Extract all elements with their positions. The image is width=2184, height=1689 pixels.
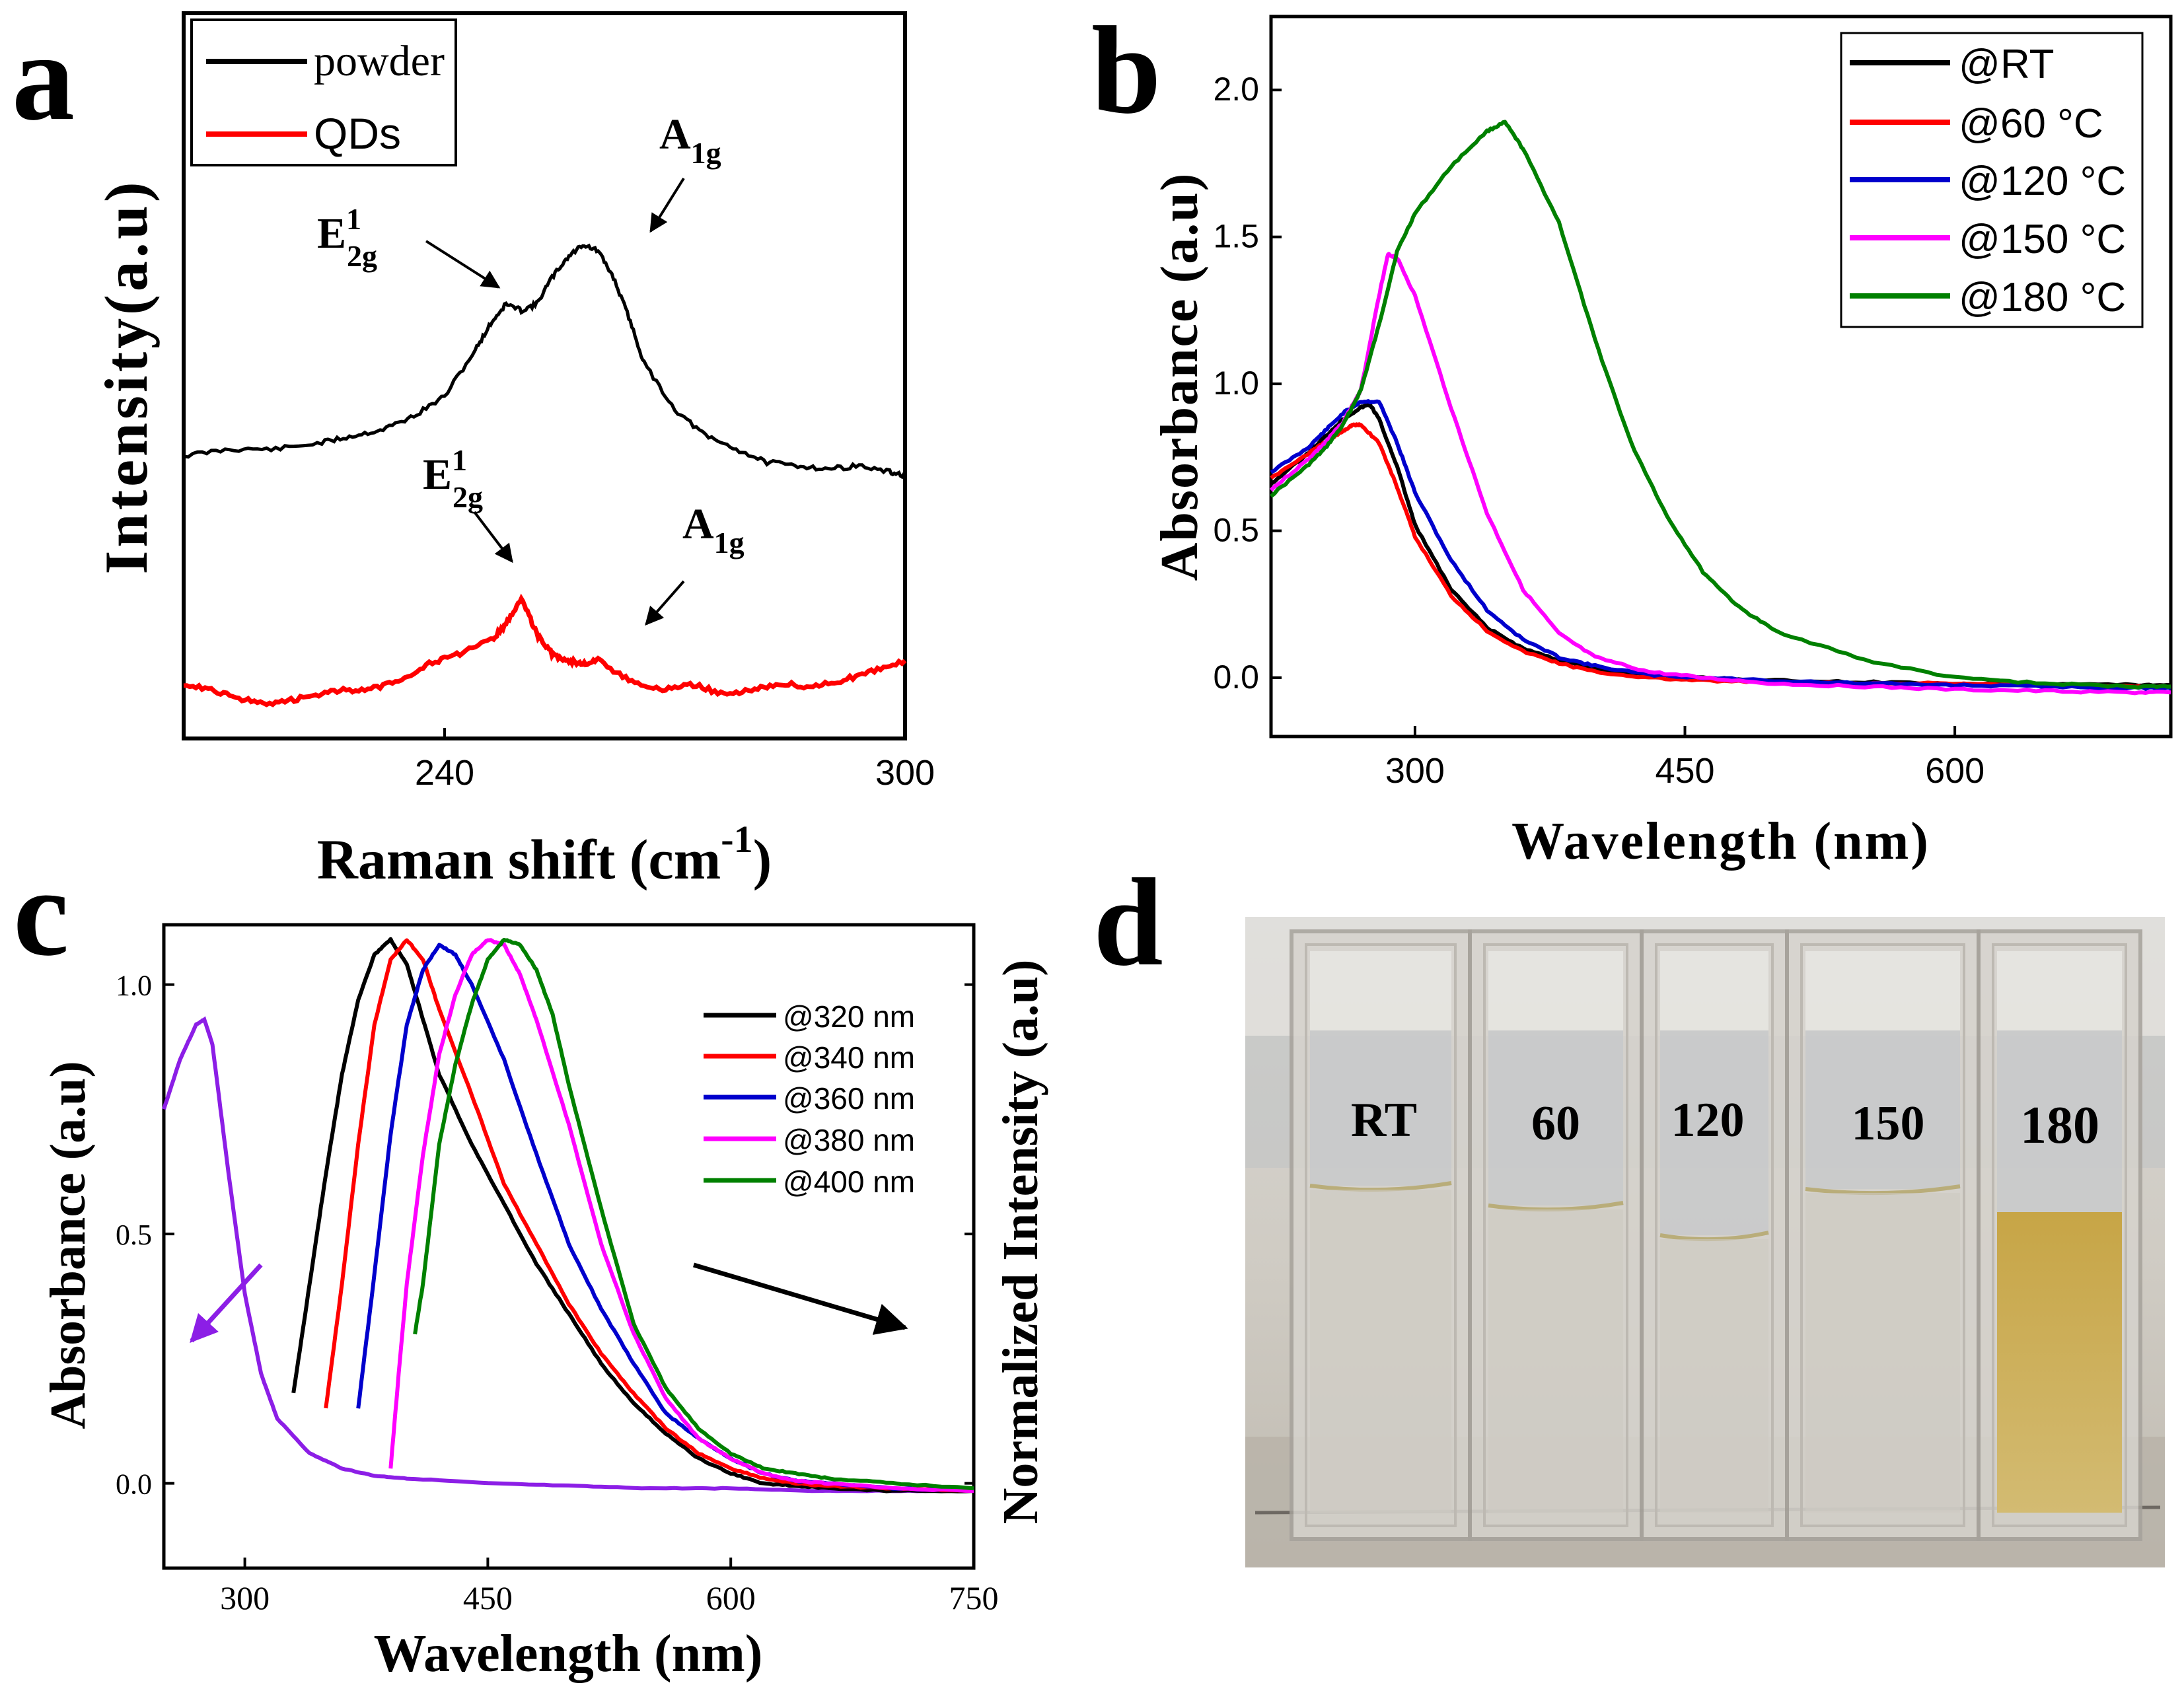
series-line-1 (324, 938, 974, 1493)
cuvette-rt (1290, 929, 1472, 1541)
cuvette-150 (1785, 929, 1981, 1541)
cuvette-label-180: 180 (2020, 1096, 2099, 1155)
panel-b-series (1269, 120, 2171, 696)
cuvette-60 (1468, 929, 1644, 1541)
x-tick-label: 600 (706, 1579, 756, 1616)
cuvette-label-60: 60 (1531, 1096, 1580, 1151)
legend-label-120: @120 °C (1959, 159, 2126, 204)
panel-a-ticks: 240 300 (415, 728, 935, 793)
panel-c-axes-frame (162, 923, 976, 1570)
cuvette-120 (1640, 929, 1789, 1541)
series-line-2 (1270, 399, 2171, 691)
legend-label-340: @340 nm (783, 1040, 915, 1075)
x-tick-label: 450 (1655, 751, 1714, 791)
annotation-e2g-powder: E1 2g (317, 202, 501, 289)
cuvette-row (1290, 929, 2142, 1541)
series-line-absorbance (162, 1016, 974, 1493)
y-tick-label: 2.0 (1213, 71, 1259, 108)
legend-label-380: @380 nm (783, 1123, 915, 1157)
x-tick-label: 300 (1385, 751, 1445, 791)
panel-c-ticks: 300 450 600 750 0.0 0.5 1.0 (116, 970, 999, 1616)
panel-c-xlabel: Wavelength (nm) (374, 1625, 763, 1683)
panel-c-series (162, 937, 974, 1493)
panel-d-letter: d (1093, 853, 1163, 992)
cuvette-label-rt: RT (1351, 1093, 1417, 1147)
panel-c: c 300 450 600 750 0.0 0.5 1.0 @320 nm @340 nm … (13, 844, 1048, 1683)
x-tick-label: 600 (1925, 751, 1984, 791)
annotation-a1g-powder: A1g (649, 110, 721, 233)
panel-b-legend: @RT @60 °C @120 °C @150 °C @180 °C (1840, 32, 2144, 328)
y-tick-label: 0.5 (116, 1219, 152, 1251)
y-tick-label: 0.0 (116, 1468, 152, 1501)
panel-a-ylabel: Intensity(a.u) (92, 178, 160, 574)
cuvette-180 (1977, 929, 2142, 1541)
series-line-qds (183, 593, 907, 707)
legend-label-qds: QDs (314, 109, 401, 158)
series-line-4 (413, 937, 974, 1491)
panel-d: d RT 60 120 150 180 (1093, 853, 2165, 1567)
legend-label-320: @320 nm (783, 999, 915, 1034)
y-tick-label: 1.0 (1213, 365, 1259, 402)
panel-a-axes-frame (182, 11, 907, 740)
legend-label-60: @60 °C (1959, 101, 2103, 147)
panel-b-axes-frame (1269, 15, 2173, 738)
panel-a-legend: powder QDs (190, 18, 457, 166)
legend-label-rt: @RT (1959, 42, 2054, 87)
x-tick-label: 750 (949, 1579, 999, 1616)
cuvette-label-150: 150 (1852, 1096, 1925, 1151)
annotation-e2g-qds: E1 2g (423, 443, 513, 563)
emission-direction-arrow (693, 1262, 908, 1335)
panel-c-legend: @320 nm @340 nm @360 nm @380 nm @400 nm (704, 999, 915, 1199)
x-tick-label: 300 (875, 753, 935, 793)
panel-b-xlabel: Wavelength (nm) (1511, 812, 1930, 871)
panel-b-ylabel: Absorbance (a.u) (1151, 172, 1209, 581)
y-tick-label: 1.5 (1213, 218, 1259, 255)
panel-a-xlabel: Raman shift (cm-1) (317, 818, 772, 891)
panel-c-letter: c (13, 844, 69, 982)
cuvette-label-120: 120 (1671, 1093, 1745, 1147)
absorbance-direction-arrow (190, 1263, 263, 1344)
panel-b-letter: b (1091, 1, 1161, 140)
svg-text:A1g: A1g (659, 110, 721, 170)
panel-b-ticks: 300 450 600 0.0 0.5 1.0 1.5 2.0 (1213, 71, 1984, 791)
legend-label-150: @150 °C (1959, 217, 2126, 262)
panel-a-letter: a (12, 8, 75, 147)
y-tick-label: 0.5 (1213, 512, 1259, 549)
x-tick-label: 300 (220, 1579, 270, 1616)
series-line-powder (183, 243, 906, 480)
panel-a: a 240 300 powder QDs A1g E1 2g E1 2g (12, 8, 935, 891)
annotation-a1g-qds: A1g (645, 500, 745, 626)
legend-label-400: @400 nm (783, 1165, 915, 1199)
legend-label-360: @360 nm (783, 1081, 915, 1116)
panel-c-ylabel-right: Normalized Intensity (a.u) (993, 960, 1048, 1525)
cuvette-labels: RT 60 120 150 180 (1351, 1093, 2099, 1155)
svg-text:A1g: A1g (682, 500, 745, 559)
panel-c-ylabel: Absorbance (a.u) (40, 1061, 96, 1429)
y-tick-label: 0.0 (1213, 659, 1259, 696)
series-line-3 (388, 938, 974, 1493)
x-tick-label: 240 (415, 753, 474, 793)
panel-b: b 300 450 600 0.0 0.5 1.0 1.5 2.0 @RT @60 °C @1… (1091, 1, 2173, 871)
legend-label-180: @180 °C (1959, 275, 2126, 320)
series-line-0 (1270, 402, 2171, 688)
legend-label-powder: powder (314, 37, 445, 85)
series-line-0 (291, 937, 974, 1493)
panel-a-annotations: A1g E1 2g E1 2g A1g (317, 110, 745, 626)
panel-a-series (183, 243, 907, 707)
series-line-4 (1270, 120, 2171, 690)
y-tick-label: 1.0 (116, 970, 152, 1002)
x-tick-label: 450 (463, 1579, 513, 1616)
